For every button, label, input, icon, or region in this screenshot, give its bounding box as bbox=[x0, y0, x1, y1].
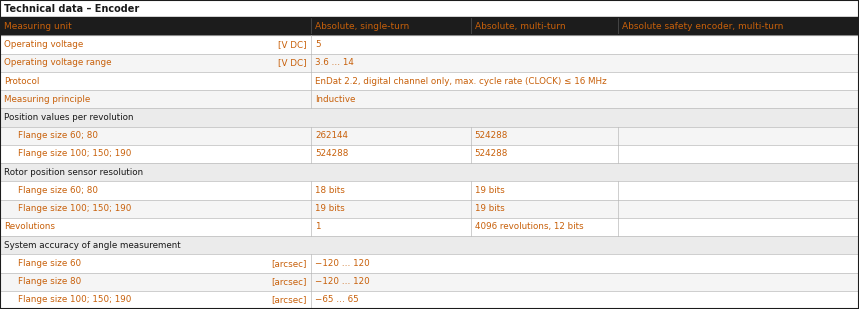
Text: Measuring unit: Measuring unit bbox=[4, 22, 72, 31]
Text: Operating voltage range: Operating voltage range bbox=[4, 58, 112, 67]
Text: Inductive: Inductive bbox=[315, 95, 356, 104]
Bar bbox=[0, 181, 859, 200]
Text: 524288: 524288 bbox=[315, 150, 349, 159]
Bar bbox=[0, 145, 859, 163]
Text: [arcsec]: [arcsec] bbox=[271, 259, 307, 268]
Text: [V DC]: [V DC] bbox=[278, 40, 307, 49]
Bar bbox=[0, 163, 859, 181]
Bar bbox=[0, 17, 859, 36]
Text: System accuracy of angle measurement: System accuracy of angle measurement bbox=[4, 241, 180, 250]
Text: Flange size 60; 80: Flange size 60; 80 bbox=[18, 131, 98, 140]
Text: −120 … 120: −120 … 120 bbox=[315, 259, 369, 268]
Text: 19 bits: 19 bits bbox=[475, 204, 504, 213]
Text: 1: 1 bbox=[315, 222, 320, 231]
Text: Operating voltage: Operating voltage bbox=[4, 40, 83, 49]
Text: Flange size 80: Flange size 80 bbox=[18, 277, 82, 286]
Text: Revolutions: Revolutions bbox=[4, 222, 55, 231]
Text: [arcsec]: [arcsec] bbox=[271, 277, 307, 286]
Bar bbox=[0, 200, 859, 218]
Text: Protocol: Protocol bbox=[4, 77, 40, 86]
Bar bbox=[0, 54, 859, 72]
Text: 19 bits: 19 bits bbox=[475, 186, 504, 195]
Text: EnDat 2.2, digital channel only, max. cycle rate (CLOCK) ≤ 16 MHz: EnDat 2.2, digital channel only, max. cy… bbox=[315, 77, 606, 86]
Text: 262144: 262144 bbox=[315, 131, 348, 140]
Bar bbox=[0, 108, 859, 127]
Text: Absolute, single-turn: Absolute, single-turn bbox=[315, 22, 409, 31]
Text: 18 bits: 18 bits bbox=[315, 186, 344, 195]
Bar bbox=[0, 218, 859, 236]
Text: Absolute, multi-turn: Absolute, multi-turn bbox=[475, 22, 565, 31]
Text: −120 … 120: −120 … 120 bbox=[315, 277, 369, 286]
Bar bbox=[0, 273, 859, 291]
Bar bbox=[0, 72, 859, 90]
Bar bbox=[0, 36, 859, 54]
Text: Measuring principle: Measuring principle bbox=[4, 95, 90, 104]
Bar bbox=[0, 254, 859, 273]
Text: Flange size 60; 80: Flange size 60; 80 bbox=[18, 186, 98, 195]
Text: Flange size 100; 150; 190: Flange size 100; 150; 190 bbox=[18, 150, 131, 159]
Text: [V DC]: [V DC] bbox=[278, 58, 307, 67]
Text: 3.6 … 14: 3.6 … 14 bbox=[315, 58, 354, 67]
Bar bbox=[0, 90, 859, 108]
Text: Position values per revolution: Position values per revolution bbox=[4, 113, 133, 122]
Bar bbox=[0, 236, 859, 254]
Text: 19 bits: 19 bits bbox=[315, 204, 344, 213]
Bar bbox=[0, 127, 859, 145]
Text: 524288: 524288 bbox=[475, 150, 509, 159]
Text: 5: 5 bbox=[315, 40, 320, 49]
Bar bbox=[0, 0, 859, 17]
Text: Flange size 100; 150; 190: Flange size 100; 150; 190 bbox=[18, 295, 131, 304]
Bar bbox=[0, 291, 859, 309]
Text: Flange size 60: Flange size 60 bbox=[18, 259, 81, 268]
Text: Flange size 100; 150; 190: Flange size 100; 150; 190 bbox=[18, 204, 131, 213]
Text: 524288: 524288 bbox=[475, 131, 509, 140]
Text: Absolute safety encoder, multi-turn: Absolute safety encoder, multi-turn bbox=[623, 22, 784, 31]
Text: [arcsec]: [arcsec] bbox=[271, 295, 307, 304]
Text: −65 … 65: −65 … 65 bbox=[315, 295, 359, 304]
Text: Rotor position sensor resolution: Rotor position sensor resolution bbox=[4, 168, 143, 177]
Text: 4096 revolutions, 12 bits: 4096 revolutions, 12 bits bbox=[475, 222, 583, 231]
Text: Technical data – Encoder: Technical data – Encoder bbox=[4, 4, 139, 14]
